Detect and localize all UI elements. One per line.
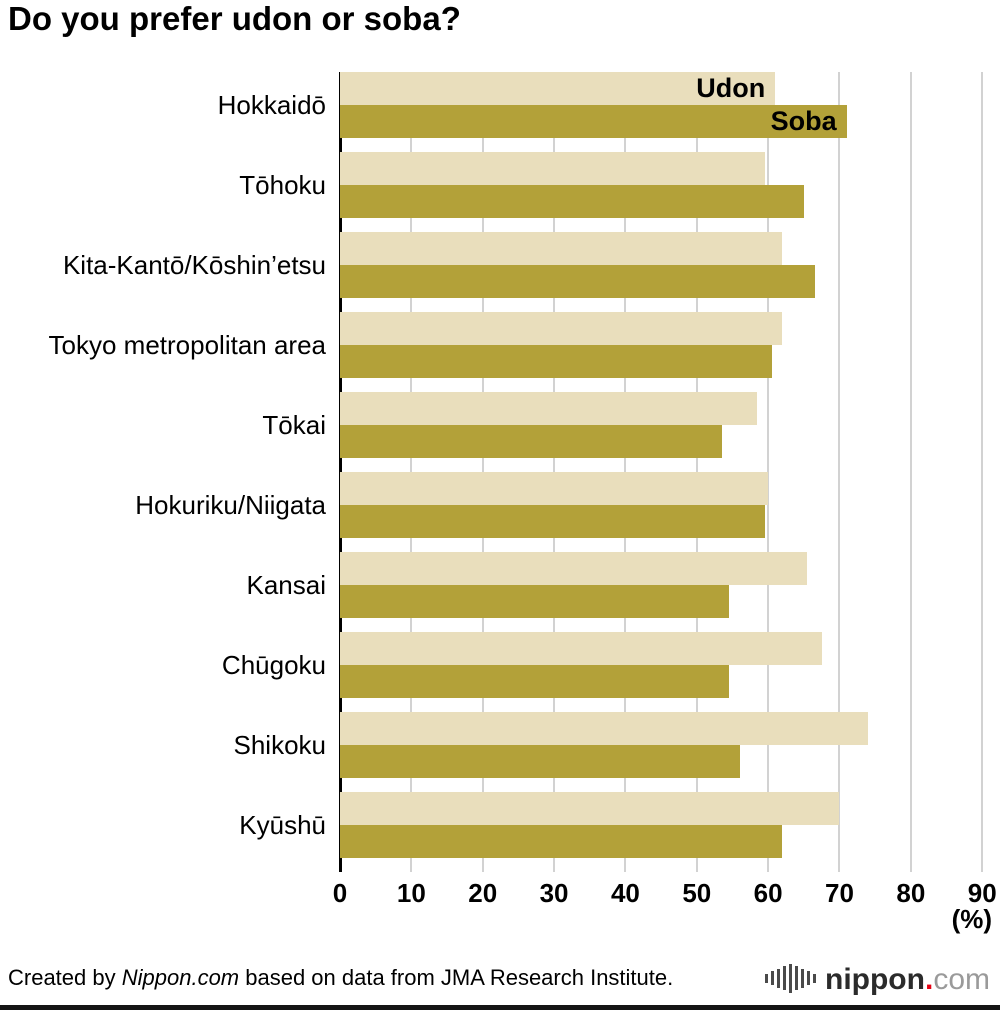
- category-label: Hokkaidō: [217, 89, 326, 120]
- bar-udon: [340, 72, 776, 105]
- x-tick-label: 50: [682, 878, 712, 908]
- gridline: [981, 72, 984, 872]
- x-tick-label: 60: [753, 878, 783, 908]
- bar-group: [340, 232, 998, 298]
- bar-group: [340, 312, 998, 378]
- bar-udon: [340, 552, 808, 585]
- category-label: Kansai: [246, 569, 327, 600]
- x-tick-label: 30: [539, 878, 569, 908]
- nippon-logo-bars-icon: [765, 961, 816, 995]
- logo-dot: .: [924, 963, 934, 996]
- bar-soba: [340, 745, 740, 778]
- category-label: Chūgoku: [221, 649, 326, 680]
- bar-udon: [340, 232, 783, 265]
- credit-prefix: Created by: [8, 965, 122, 990]
- bar-group: [340, 392, 998, 458]
- footer: Created by Nippon.com based on data from…: [8, 958, 990, 998]
- bar-group: [340, 72, 998, 138]
- gridline: [838, 72, 841, 872]
- category-label: Tokyo metropolitan area: [48, 329, 326, 360]
- logo-tld: com: [933, 963, 990, 996]
- bar-soba: [340, 265, 815, 298]
- bar-soba: [340, 185, 804, 218]
- bottom-border: [0, 1005, 1000, 1010]
- bar-group: [340, 632, 998, 698]
- x-axis-unit-label: (%): [951, 904, 992, 934]
- credit-text: Created by Nippon.com based on data from…: [8, 965, 673, 991]
- bar-soba: [340, 825, 783, 858]
- x-tick-label: 0: [332, 878, 348, 908]
- x-tick-label: 90: [967, 878, 997, 908]
- x-tick-label: 70: [825, 878, 854, 908]
- category-label: Tōhoku: [239, 169, 326, 200]
- bar-soba: [340, 105, 847, 138]
- nippon-logo-text: nippon.com: [825, 965, 990, 995]
- chart-title: Do you prefer udon or soba?: [8, 0, 461, 37]
- bar-group: [340, 552, 998, 618]
- x-tick-label: 20: [468, 878, 498, 908]
- category-label: Kyūshū: [239, 809, 326, 840]
- legend-label-soba: Soba: [770, 106, 837, 136]
- category-label: Shikoku: [233, 729, 327, 760]
- x-tick-label: 40: [610, 878, 640, 908]
- bar-udon: [340, 712, 869, 745]
- bar-group: [340, 792, 998, 858]
- bar-group: [340, 152, 998, 218]
- plot-area: Udon Soba: [339, 72, 998, 872]
- bar-udon: [340, 632, 822, 665]
- category-label: Tōkai: [262, 409, 326, 440]
- bar-udon: [340, 152, 765, 185]
- logo-name: nippon: [825, 963, 925, 996]
- gridline: [767, 72, 770, 872]
- credit-source: Nippon.com: [121, 965, 240, 990]
- bar-udon: [340, 392, 758, 425]
- x-axis-ticks: 0 10 20 30 40 50 60 70 80 90: [333, 878, 998, 910]
- bar-group: [340, 712, 998, 778]
- nippon-logo: nippon.com: [765, 961, 990, 995]
- gridline: [909, 72, 912, 872]
- bar-soba: [340, 665, 729, 698]
- legend-label-udon: Udon: [696, 73, 766, 103]
- bar-soba: [340, 425, 722, 458]
- bar-udon: [340, 472, 769, 505]
- bar-soba: [340, 585, 729, 618]
- category-label: Kita-Kantō/Kōshin’etsu: [62, 249, 326, 280]
- bar-soba: [340, 505, 765, 538]
- x-tick-label: 80: [896, 878, 926, 908]
- bar-group: [340, 472, 998, 538]
- bar-soba: [340, 345, 772, 378]
- bar-udon: [340, 312, 783, 345]
- category-label: Hokuriku/Niigata: [135, 489, 326, 520]
- x-tick-label: 10: [396, 878, 426, 908]
- credit-suffix: based on data from JMA Research Institut…: [239, 965, 674, 990]
- bar-udon: [340, 792, 840, 825]
